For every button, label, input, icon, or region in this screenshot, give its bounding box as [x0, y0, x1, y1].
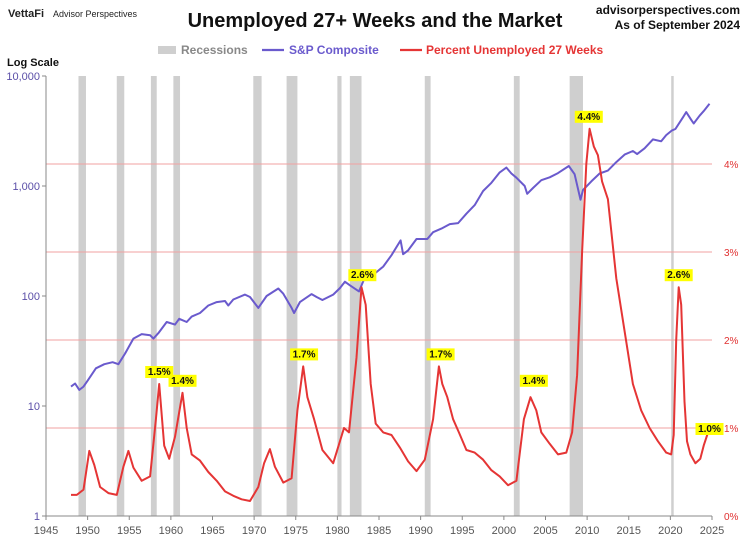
right-tick-label-2: 2% — [724, 336, 739, 347]
bottom-tick-label-5: 1970 — [242, 525, 266, 537]
bottom-tick-label-6: 1975 — [284, 525, 308, 537]
recession-band-4 — [253, 76, 262, 516]
recession-band-6 — [337, 76, 342, 516]
bottom-tick-label-7: 1980 — [325, 525, 349, 537]
callout-background-0 — [145, 366, 174, 378]
legend-label-recessions: Recessions — [181, 43, 248, 57]
callout-label-3: 2.6% — [351, 270, 374, 281]
callout-background-5 — [519, 374, 548, 387]
callout-label-8: 1.0% — [698, 424, 721, 435]
bottom-tick-label-13: 2010 — [575, 525, 599, 537]
right-tick-label-1: 1% — [724, 424, 739, 435]
right-tick-label-4: 4% — [724, 160, 739, 171]
source-date: As of September 2024 — [615, 18, 741, 32]
recession-band-1 — [116, 76, 125, 516]
callout-background-3 — [348, 269, 377, 282]
callout-label-6: 4.4% — [577, 112, 600, 123]
recession-band-11 — [671, 76, 674, 516]
callout-label-1: 1.4% — [171, 376, 194, 387]
recession-band-3 — [173, 76, 181, 516]
left-tick-label-0: 1 — [34, 511, 40, 523]
reference-lines — [46, 163, 712, 429]
legend-label-sp-composite: S&P Composite — [289, 43, 379, 57]
recession-band-7 — [349, 76, 362, 516]
left-tick-label-2: 100 — [22, 291, 40, 303]
source-website: advisorperspectives.com — [596, 3, 740, 17]
unemployed-27-weeks-line — [71, 127, 711, 502]
bottom-tick-label-9: 1990 — [408, 525, 432, 537]
recession-bands — [78, 76, 674, 516]
left-tick-label-1: 10 — [28, 401, 40, 413]
left-tick-label-3: 1,000 — [12, 181, 40, 193]
callouts: 1.5%1.4%1.7%2.6%1.7%1.4%4.4%2.6%1.0% — [145, 110, 724, 435]
callout-background-2 — [290, 348, 319, 361]
recession-band-0 — [78, 76, 86, 516]
legend: Recessions S&P Composite Percent Unemplo… — [158, 43, 604, 57]
bottom-tick-label-16: 2025 — [700, 525, 724, 537]
callout-label-4: 1.7% — [429, 349, 452, 360]
right-tick-label-0: 0% — [724, 512, 739, 523]
callout-label-2: 1.7% — [293, 349, 316, 360]
series-lines — [70, 103, 711, 502]
callout-label-7: 2.6% — [667, 270, 690, 281]
callout-background-1 — [168, 374, 197, 387]
callout-background-8 — [695, 423, 724, 435]
brand-logo-text: VettaFi — [8, 8, 44, 20]
left-axis-title: Log Scale — [7, 57, 59, 69]
chart-title: Unemployed 27+ Weeks and the Market — [188, 10, 563, 32]
legend-label-unemployed: Percent Unemployed 27 Weeks — [426, 43, 604, 57]
bottom-tick-label-4: 1965 — [200, 525, 224, 537]
brand-subtitle: Advisor Perspectives — [53, 9, 138, 19]
recession-band-2 — [150, 76, 157, 516]
recession-band-5 — [286, 76, 298, 516]
callout-label-0: 1.5% — [148, 367, 171, 378]
left-tick-label-4: 10,000 — [6, 71, 40, 83]
legend-swatch-recessions — [158, 46, 176, 54]
bottom-tick-label-8: 1985 — [367, 525, 391, 537]
bottom-tick-label-2: 1955 — [117, 525, 141, 537]
recession-band-10 — [569, 76, 583, 516]
recession-band-9 — [513, 76, 520, 516]
callout-background-4 — [426, 348, 455, 361]
bottom-tick-label-12: 2005 — [533, 525, 557, 537]
bottom-tick-label-11: 2000 — [492, 525, 516, 537]
recession-band-8 — [424, 76, 431, 516]
bottom-tick-label-3: 1960 — [159, 525, 183, 537]
callout-background-7 — [664, 269, 693, 282]
right-tick-label-3: 3% — [724, 248, 739, 259]
bottom-tick-label-0: 1945 — [34, 525, 58, 537]
callout-label-5: 1.4% — [522, 376, 545, 387]
callout-background-6 — [574, 110, 603, 123]
bottom-tick-label-10: 1995 — [450, 525, 474, 537]
bottom-tick-label-15: 2020 — [658, 525, 682, 537]
bottom-tick-label-14: 2015 — [617, 525, 641, 537]
sp-composite-line — [70, 103, 711, 391]
axes: 1 10 100 1,000 10,000 1945 1950 1955 1960 1965 197… — [6, 71, 738, 537]
bottom-tick-label-1: 1950 — [75, 525, 99, 537]
